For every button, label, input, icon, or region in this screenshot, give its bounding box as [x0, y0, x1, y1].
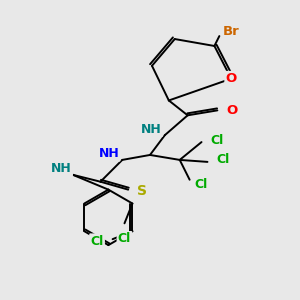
Text: Br: Br: [222, 25, 239, 38]
Text: NH: NH: [51, 162, 72, 175]
Text: Cl: Cl: [216, 153, 230, 167]
Text: Cl: Cl: [195, 178, 208, 191]
Text: NH: NH: [141, 123, 162, 136]
Text: Cl: Cl: [118, 232, 131, 245]
Text: S: S: [137, 184, 147, 198]
Text: O: O: [226, 72, 237, 85]
Text: Cl: Cl: [90, 235, 104, 248]
Text: O: O: [226, 104, 238, 117]
Text: NH: NH: [98, 148, 119, 160]
Text: Cl: Cl: [210, 134, 224, 147]
